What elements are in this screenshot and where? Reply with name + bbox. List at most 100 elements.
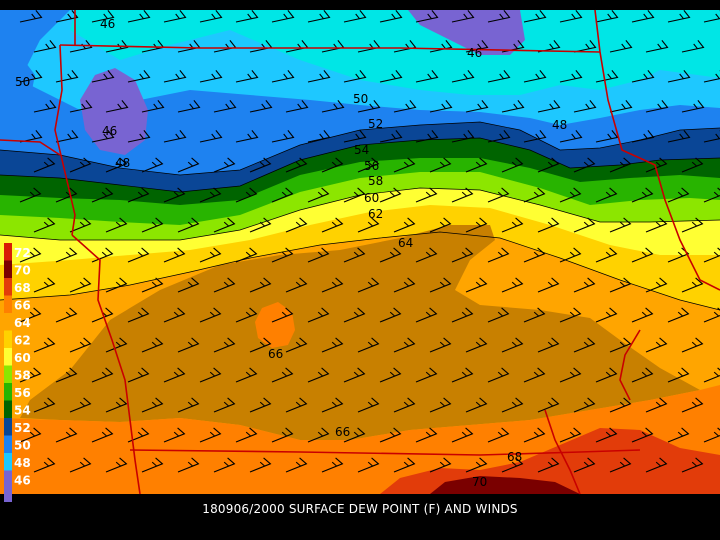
wind-barb: [199, 187, 222, 203]
wind-barb: [667, 307, 690, 323]
wind-barb: [235, 130, 259, 143]
wind-barb: [415, 187, 438, 203]
wind-barb: [271, 70, 295, 83]
wind-barb: [393, 217, 416, 233]
wind-barb: [523, 367, 546, 383]
wind-barb: [465, 457, 488, 473]
wind-barb: [667, 10, 691, 23]
wind-barb: [487, 10, 511, 23]
wind-barb: [465, 157, 488, 173]
wind-barb: [645, 217, 668, 233]
boundary-west-mid: [71, 234, 141, 495]
wind-barb: [91, 10, 115, 23]
wind-barb: [609, 157, 632, 173]
wind-barb: [415, 307, 438, 323]
wind-barb: [55, 10, 79, 23]
wind-barb: [559, 70, 583, 83]
wind-barb: [357, 217, 380, 233]
wind-barb: [321, 337, 344, 353]
wind-barb: [33, 337, 56, 353]
wind-barb: [487, 130, 511, 143]
wind-barb: [343, 307, 366, 323]
wind-barb: [573, 277, 596, 293]
wind-barb: [667, 367, 690, 383]
wind-barb: [163, 187, 186, 203]
wind-barb: [127, 367, 150, 383]
wind-barb: [199, 10, 223, 23]
wind-barb: [631, 247, 654, 263]
color-legend: 72 70 68 66 64 62 60 58 56 54 52 50 48 46: [4, 243, 31, 502]
legend-swatch: [4, 260, 12, 278]
wind-barb: [631, 130, 655, 143]
wind-barb: [69, 397, 92, 413]
legend-swatch: [4, 295, 12, 313]
wind-barb: [105, 337, 128, 353]
wind-barb: [681, 100, 705, 113]
boundary-south: [129, 449, 641, 456]
wind-barb: [69, 157, 92, 173]
wind-barb: [177, 457, 200, 473]
wind-barb: [415, 427, 438, 443]
wind-barb: [105, 217, 128, 233]
wind-barb: [451, 70, 475, 83]
wind-barb: [609, 217, 632, 233]
wind-barb: [127, 247, 150, 263]
wind-barb: [595, 427, 618, 443]
contour-label: 52: [368, 117, 383, 131]
legend-swatch: [4, 470, 12, 488]
wind-barb: [199, 427, 222, 443]
wind-barb: [465, 277, 488, 293]
map-caption: 180906/2000 SURFACE DEW POINT (F) AND WI…: [202, 502, 518, 516]
wind-barb: [501, 397, 524, 413]
wind-barb: [199, 307, 222, 323]
wind-barb: [19, 187, 42, 203]
wind-barb: [609, 397, 632, 413]
wind-barb: [429, 100, 453, 113]
contour-label: 62: [368, 207, 383, 221]
wind-barb: [91, 427, 114, 443]
wind-barb: [199, 130, 223, 143]
wind-barb: [271, 10, 295, 23]
wind-barb: [55, 247, 78, 263]
wind-barb: [55, 130, 79, 143]
wind-barb: [307, 10, 331, 23]
contour-label: 46: [467, 46, 482, 60]
legend-label: 70: [14, 264, 31, 278]
wind-barb: [487, 70, 511, 83]
wind-barb: [595, 367, 618, 383]
wind-barb: [501, 277, 524, 293]
wind-barb: [249, 100, 273, 113]
wind-barb: [681, 457, 704, 473]
wind-barb: [465, 100, 489, 113]
wind-barb: [487, 367, 510, 383]
wind-barb: [91, 130, 115, 143]
wind-barb: [451, 10, 475, 23]
wind-barb: [271, 247, 294, 263]
wind-barb: [343, 130, 367, 143]
wind-barb: [645, 157, 668, 173]
wind-barb: [609, 100, 633, 113]
wind-barb: [573, 100, 597, 113]
wind-barb: [465, 337, 488, 353]
wind-barb: [501, 100, 525, 113]
wind-barb: [537, 337, 560, 353]
wind-barb: [19, 307, 42, 323]
wind-barb: [249, 157, 272, 173]
wind-barb: [127, 307, 150, 323]
legend-label: 54: [14, 404, 31, 418]
wind-barb: [235, 367, 258, 383]
wind-barb: [667, 427, 690, 443]
wind-barb: [271, 367, 294, 383]
wind-barb: [631, 427, 654, 443]
wind-barb: [235, 187, 258, 203]
wind-barb: [285, 217, 308, 233]
wind-barb: [69, 100, 93, 113]
wind-barb: [537, 100, 561, 113]
wind-barb: [645, 397, 668, 413]
wind-barb: [487, 247, 510, 263]
wind-barb: [631, 70, 655, 83]
contour-label: 54: [354, 143, 369, 157]
wind-barb: [393, 157, 416, 173]
wind-barb: [33, 100, 57, 113]
wind-barb: [415, 10, 439, 23]
